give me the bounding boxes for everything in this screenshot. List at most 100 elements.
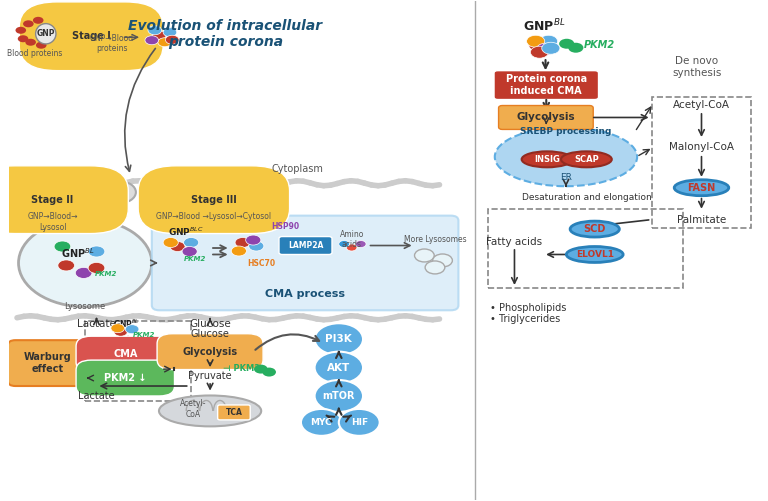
- FancyBboxPatch shape: [76, 360, 174, 396]
- Circle shape: [15, 27, 26, 34]
- Text: GNP$^{BL}$: GNP$^{BL}$: [523, 18, 565, 34]
- Text: Palmitate: Palmitate: [677, 214, 726, 224]
- Ellipse shape: [521, 151, 572, 167]
- Circle shape: [33, 17, 44, 24]
- Text: HSC70: HSC70: [247, 259, 275, 268]
- Text: Pyruvate: Pyruvate: [188, 371, 232, 381]
- Text: GNP$^{BL}$: GNP$^{BL}$: [114, 318, 140, 330]
- Text: PKM2: PKM2: [95, 272, 118, 278]
- Text: TCA: TCA: [226, 408, 243, 417]
- FancyBboxPatch shape: [19, 2, 163, 71]
- Text: ER: ER: [560, 173, 572, 182]
- Text: Stage II: Stage II: [31, 195, 74, 205]
- Text: • Phospholipids
• Triglycerides: • Phospholipids • Triglycerides: [490, 303, 567, 325]
- FancyBboxPatch shape: [157, 334, 263, 370]
- FancyBboxPatch shape: [0, 166, 128, 233]
- Text: Stage I: Stage I: [72, 31, 111, 41]
- Circle shape: [539, 35, 558, 47]
- Circle shape: [541, 42, 560, 54]
- Text: De novo
synthesis: De novo synthesis: [672, 56, 722, 78]
- Text: GNP$^{BL}$: GNP$^{BL}$: [61, 246, 94, 260]
- FancyBboxPatch shape: [138, 166, 290, 233]
- Ellipse shape: [674, 180, 729, 196]
- Circle shape: [58, 260, 74, 271]
- Text: GNP→Blood→
Lysosol: GNP→Blood→ Lysosol: [28, 212, 78, 231]
- Circle shape: [145, 36, 159, 45]
- Text: HSP90: HSP90: [272, 222, 300, 231]
- Text: Glucose: Glucose: [190, 329, 230, 339]
- Circle shape: [249, 241, 264, 251]
- Text: Lysosome: Lysosome: [65, 302, 106, 311]
- Text: Stage III: Stage III: [191, 195, 237, 205]
- Ellipse shape: [561, 151, 612, 167]
- Circle shape: [254, 365, 267, 374]
- Circle shape: [184, 237, 199, 247]
- Circle shape: [356, 240, 366, 247]
- Text: Amino
acids: Amino acids: [339, 230, 364, 249]
- Circle shape: [165, 35, 179, 44]
- Circle shape: [75, 268, 92, 279]
- Text: ⊣ PKM2: ⊣ PKM2: [223, 364, 260, 373]
- Circle shape: [163, 28, 177, 37]
- Text: SREBP processing: SREBP processing: [520, 127, 611, 136]
- Text: Acetyl-CoA: Acetyl-CoA: [673, 100, 730, 110]
- Circle shape: [339, 409, 379, 436]
- Circle shape: [163, 237, 178, 247]
- FancyBboxPatch shape: [494, 71, 598, 100]
- Text: Cytoplasm: Cytoplasm: [271, 164, 323, 174]
- Text: Blood proteins: Blood proteins: [7, 49, 62, 58]
- Text: Desaturation and elongation: Desaturation and elongation: [522, 193, 652, 202]
- Text: PKM2 ↓: PKM2 ↓: [104, 373, 147, 383]
- Circle shape: [531, 46, 548, 58]
- FancyBboxPatch shape: [217, 405, 250, 420]
- Ellipse shape: [159, 395, 261, 426]
- Circle shape: [568, 43, 584, 53]
- Text: GNP$^{BLC}$: GNP$^{BLC}$: [168, 225, 204, 238]
- Ellipse shape: [566, 246, 623, 263]
- Text: PI3K: PI3K: [326, 334, 353, 344]
- Circle shape: [315, 323, 363, 355]
- Text: More Lysosomes: More Lysosomes: [404, 235, 466, 244]
- Text: AKT: AKT: [327, 363, 350, 373]
- Text: Fatty acids: Fatty acids: [486, 237, 542, 247]
- FancyBboxPatch shape: [279, 236, 332, 255]
- Text: HIF: HIF: [351, 418, 368, 427]
- Ellipse shape: [495, 127, 637, 186]
- Text: Lactate: Lactate: [78, 390, 115, 400]
- Ellipse shape: [570, 221, 619, 237]
- Text: Glycolysis: Glycolysis: [517, 113, 575, 122]
- Circle shape: [170, 241, 185, 252]
- Text: ELOVL1: ELOVL1: [576, 250, 614, 259]
- Circle shape: [18, 219, 152, 307]
- Circle shape: [23, 21, 34, 27]
- Text: SCD: SCD: [584, 224, 606, 234]
- Circle shape: [111, 324, 124, 333]
- Circle shape: [231, 246, 247, 256]
- Circle shape: [36, 42, 47, 49]
- Text: GNP: GNP: [37, 29, 55, 38]
- Circle shape: [103, 181, 136, 203]
- Circle shape: [18, 35, 28, 42]
- Text: PKM2: PKM2: [584, 40, 614, 50]
- Circle shape: [263, 368, 276, 377]
- Text: Glucose: Glucose: [189, 319, 231, 329]
- FancyBboxPatch shape: [498, 106, 593, 129]
- Circle shape: [158, 38, 171, 47]
- Text: Lactate: Lactate: [77, 319, 116, 329]
- FancyBboxPatch shape: [152, 215, 458, 310]
- Circle shape: [182, 246, 197, 257]
- Text: Glycolysis: Glycolysis: [183, 347, 237, 357]
- Circle shape: [432, 254, 452, 267]
- Circle shape: [346, 244, 357, 251]
- Text: CMA: CMA: [113, 349, 137, 359]
- Text: FASN: FASN: [687, 183, 716, 193]
- Circle shape: [559, 39, 574, 49]
- Text: mTOR: mTOR: [323, 391, 355, 401]
- Text: Malonyl-CoA: Malonyl-CoA: [669, 142, 734, 152]
- Text: MYC: MYC: [310, 418, 333, 427]
- Text: CMA process: CMA process: [265, 289, 345, 299]
- Circle shape: [148, 26, 161, 35]
- Circle shape: [235, 237, 250, 247]
- Circle shape: [527, 35, 545, 47]
- Circle shape: [114, 327, 127, 336]
